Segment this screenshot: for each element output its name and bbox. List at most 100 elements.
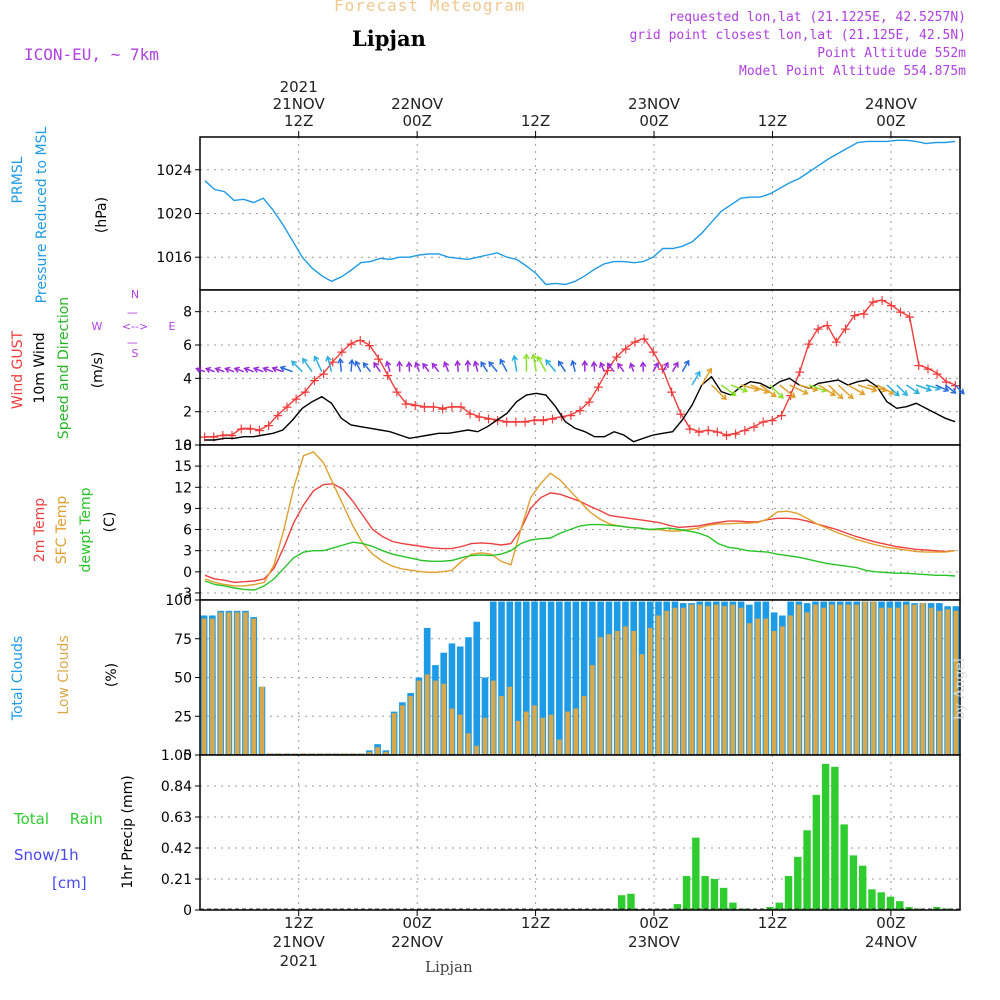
compass-bar-top: | — [127, 311, 138, 314]
wind-ytick-label: 8 — [183, 305, 192, 321]
clouds-low_clouds-bar — [928, 607, 934, 755]
location-title: Lipjan — [352, 26, 426, 51]
wind-direction-arrow — [499, 359, 508, 373]
wind-direction-arrow — [234, 367, 245, 373]
pressure-ytick-label: 1024 — [156, 163, 192, 179]
wind-direction-arrow — [253, 367, 264, 373]
wind-gust-marker: + — [464, 406, 476, 422]
temperature-ytick-label: 18 — [174, 438, 192, 454]
wind-direction-arrowhead — [606, 362, 613, 369]
clouds-low_clouds-bar — [243, 612, 248, 755]
clouds-low_clouds-bar — [829, 604, 835, 755]
wind-direction-arrowhead — [384, 360, 392, 367]
wind-gust-marker: + — [373, 351, 385, 367]
clouds-low_clouds-bar — [904, 604, 909, 755]
wind-direction-arrow — [740, 384, 759, 391]
clouds-low_clouds-bar — [292, 753, 298, 755]
wind-direction-arrow — [925, 384, 941, 390]
clouds-low_clouds-bar — [705, 606, 711, 755]
wind-gust-marker: + — [739, 423, 751, 439]
wind-direction-arrowhead — [683, 359, 690, 366]
clouds-total-label: Total Clouds — [10, 636, 26, 721]
wind-gust-marker: + — [684, 421, 696, 437]
wind-gust-marker: + — [318, 366, 330, 382]
wind-direction-arrowhead — [777, 392, 784, 399]
wind-gust-marker: + — [730, 426, 742, 442]
clouds-low_clouds-bar — [251, 618, 256, 755]
wind-direction-arrowhead — [706, 367, 713, 374]
wind-gust-marker: + — [675, 406, 687, 422]
clouds-low_clouds-bar — [714, 604, 719, 755]
wind-direction-arrowhead — [789, 392, 796, 399]
clouds-total_clouds-bar — [456, 646, 464, 755]
top-time-label: 24NOV — [865, 95, 918, 113]
top-time-label: 00Z — [876, 112, 905, 130]
wind-direction-arrow — [896, 384, 908, 396]
wind-gust-marker: + — [776, 408, 788, 424]
clouds-low-label: Low Clouds — [56, 635, 72, 714]
precip-rain-bar — [710, 879, 719, 910]
clouds-low_clouds-bar — [457, 714, 463, 755]
clouds-low_clouds-bar — [730, 604, 736, 755]
clouds-low_clouds-bar — [284, 753, 290, 755]
temperature-ytick-label: -3 — [178, 586, 192, 602]
bottom-time-label: 12Z — [758, 914, 787, 932]
pressure-pressure-line — [204, 139, 956, 286]
clouds-low_clouds-bar — [367, 751, 372, 755]
clouds-low_clouds-bar — [953, 610, 959, 755]
wind-direction-arrow — [750, 384, 769, 394]
clouds-low_clouds-bar — [358, 753, 364, 755]
wind-direction-arrow — [558, 361, 567, 373]
wind-direction-arrow — [480, 361, 489, 373]
wind-direction-arrow — [681, 360, 690, 373]
clouds-ytick-label: 50 — [174, 671, 192, 687]
wind-gust-marker: + — [611, 350, 623, 366]
wind-gust-marker: + — [895, 305, 907, 321]
bottom-time-label: 24NOV — [865, 933, 918, 951]
clouds-low_clouds-bar — [201, 618, 207, 755]
clouds-low_clouds-bar — [515, 720, 521, 755]
clouds-low_clouds-bar — [590, 665, 595, 755]
wind-direction-arrow — [339, 358, 343, 372]
wind-gust-marker: + — [785, 388, 797, 404]
wind-gust-marker: + — [867, 295, 879, 311]
wind-direction-arrow — [799, 384, 818, 391]
wind-gust-marker: + — [446, 400, 458, 416]
clouds-low_clouds-bar — [647, 627, 653, 755]
precip-cm-label: [cm] — [52, 874, 87, 892]
precip-rain-bar — [812, 794, 821, 910]
wind-direction-arrow — [302, 358, 313, 373]
wind-gust-marker: + — [849, 308, 861, 324]
wind-direction-arrowhead — [233, 366, 240, 373]
clouds-total_clouds-bar — [481, 677, 489, 755]
wind-gust-marker: + — [299, 385, 311, 401]
wind-direction-arrowhead — [943, 386, 950, 393]
wind-gust-marker: + — [583, 395, 595, 411]
wind-direction-arrowhead — [871, 386, 878, 393]
wind-gust-marker: + — [693, 425, 705, 441]
wind-gust-marker: + — [217, 428, 229, 444]
clouds-low_clouds-bar — [342, 753, 347, 755]
wind-gust-marker: + — [492, 413, 504, 429]
clouds-ytick-label: 75 — [174, 632, 192, 648]
bottom-time-label: 23NOV — [628, 933, 681, 951]
clouds-low_clouds-bar — [499, 696, 504, 755]
wind-direction-arrowhead — [570, 359, 577, 366]
wind-gust-marker: + — [757, 415, 769, 431]
wind-direction-arrowhead — [913, 388, 920, 395]
wind-direction-arrowhead — [925, 385, 933, 393]
precip-unit: 1hr Precip (mm) — [120, 775, 136, 888]
clouds-low_clouds-bar — [623, 626, 628, 755]
clouds-low_clouds-bar — [210, 618, 215, 755]
wind-gust-marker: + — [473, 410, 485, 426]
wind-direction-arrow — [867, 384, 887, 392]
clouds-low_clouds-bar — [466, 733, 471, 755]
clouds-low_clouds-bar — [433, 680, 438, 755]
wind-gust-marker: + — [455, 400, 467, 416]
wind-direction-arrowhead — [271, 366, 278, 373]
model-label: ICON-EU, ~ 7km — [24, 45, 159, 64]
wind-gust-marker: + — [565, 408, 577, 424]
clouds-low_clouds-bar — [259, 686, 265, 755]
clouds-low_clouds-bar — [218, 612, 223, 755]
top-time-label: 00Z — [639, 112, 668, 130]
